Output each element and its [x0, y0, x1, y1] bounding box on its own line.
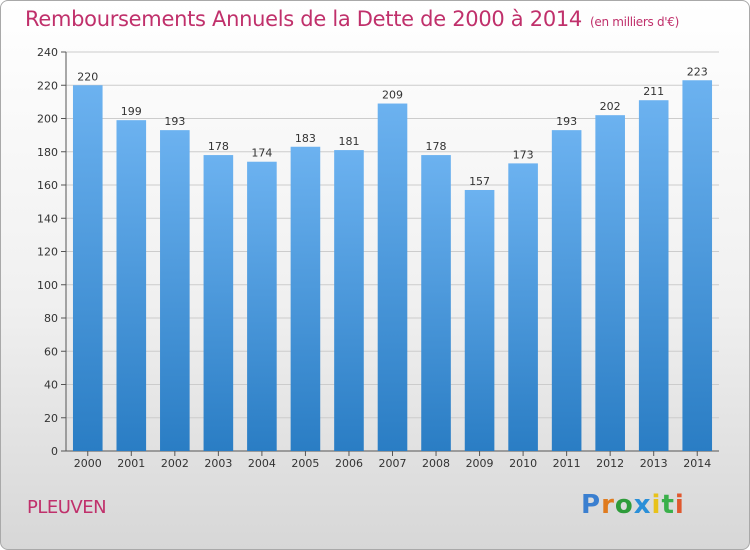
value-label-2007: 209 [382, 89, 403, 102]
x-tick-label-2013: 2013 [640, 457, 668, 470]
y-tick-label: 80 [44, 312, 58, 325]
y-tick-label: 140 [37, 212, 58, 225]
y-tick-label: 40 [44, 379, 58, 392]
x-tick-label-2000: 2000 [74, 457, 102, 470]
bar-2011 [551, 130, 582, 451]
x-tick-label-2014: 2014 [683, 457, 711, 470]
bar-2003 [203, 155, 234, 451]
bar-2010 [508, 163, 538, 451]
y-tick-label: 240 [37, 46, 58, 59]
bar-2006 [334, 150, 364, 451]
axes: 0 20 40 60 80 100 120 140 160 180 200 220 240 [37, 46, 719, 458]
logo-letter: i [651, 490, 662, 520]
value-label-2005: 183 [295, 132, 316, 145]
x-tick-label-2006: 2006 [335, 457, 363, 470]
chart-subtitle: (en milliers d'€) [590, 15, 680, 29]
value-label-2000: 220 [77, 70, 98, 83]
logo-letter: i [674, 490, 685, 520]
value-label-2006: 181 [338, 135, 359, 148]
bar-2005 [290, 146, 321, 451]
bar-2001 [116, 120, 147, 451]
bar-2009 [464, 189, 495, 452]
x-tick-label-2001: 2001 [117, 457, 145, 470]
y-tick-label: 120 [37, 246, 58, 259]
value-label-2008: 178 [426, 140, 447, 153]
x-tick-label-2003: 2003 [204, 457, 232, 470]
bar-2000 [72, 85, 103, 451]
bar-2007 [377, 103, 408, 451]
proxiti-logo: Proxiti [581, 490, 685, 520]
value-label-2010: 173 [513, 148, 534, 161]
chart-title: Remboursements Annuels de la Dette de 20… [25, 7, 679, 31]
y-tick-label: 20 [44, 412, 58, 425]
y-tick-label: 180 [37, 146, 58, 159]
y-tick-label: 200 [37, 113, 58, 126]
value-label-2014: 223 [687, 65, 708, 78]
y-tick-label: 100 [37, 279, 58, 292]
y-tick-label: 160 [37, 179, 58, 192]
y-tick-label: 60 [44, 345, 58, 358]
value-label-2004: 174 [251, 147, 272, 160]
x-tick-label-2010: 2010 [509, 457, 537, 470]
bar-2013 [638, 100, 669, 452]
bar-2002 [160, 130, 190, 451]
value-label-2002: 193 [164, 115, 185, 128]
x-tick-label-2008: 2008 [422, 457, 450, 470]
x-tick-label-2012: 2012 [596, 457, 624, 470]
x-tick-label-2007: 2007 [379, 457, 407, 470]
bar-2012 [595, 115, 625, 452]
value-label-2011: 193 [556, 115, 577, 128]
labels: 220 2000 199 2001 193 2002 178 2003 174 2004 183 20… [74, 65, 711, 470]
value-label-2001: 199 [121, 105, 142, 118]
x-tick-label-2009: 2009 [466, 457, 494, 470]
value-label-2003: 178 [208, 140, 229, 153]
value-label-2009: 157 [469, 175, 490, 188]
logo-letter: t [661, 490, 675, 520]
logo-letter: o [614, 490, 634, 520]
x-tick-label-2002: 2002 [161, 457, 189, 470]
bar-2008 [421, 155, 451, 451]
value-label-2012: 202 [600, 100, 621, 113]
location-label: PLEUVEN [27, 497, 107, 518]
logo-letter: P [581, 490, 602, 520]
bars [72, 80, 713, 452]
y-tick-label: 0 [51, 445, 58, 458]
logo-letter: x [633, 490, 652, 520]
x-tick-label-2005: 2005 [291, 457, 319, 470]
bar-2004 [247, 161, 277, 451]
value-label-2013: 211 [643, 85, 664, 98]
x-tick-label-2004: 2004 [248, 457, 276, 470]
chart-title-text: Remboursements Annuels de la Dette de 20… [25, 7, 582, 31]
x-tick-label-2011: 2011 [553, 457, 581, 470]
y-tick-label: 220 [37, 79, 58, 92]
bar-2014 [682, 80, 713, 451]
logo-letter: r [601, 490, 615, 520]
